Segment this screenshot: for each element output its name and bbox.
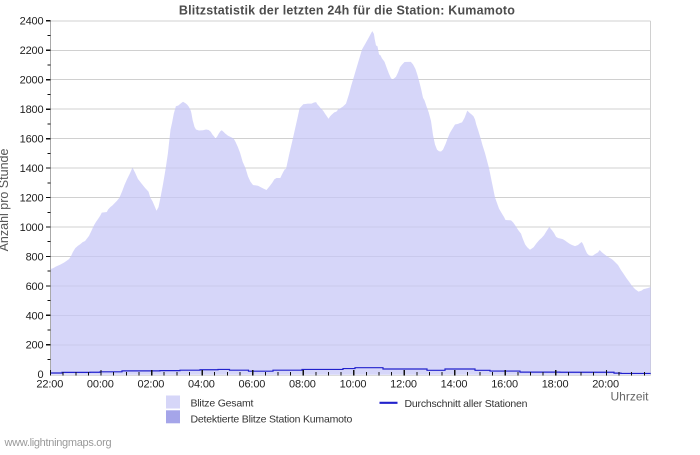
svg-text:14:00: 14:00 xyxy=(441,378,468,390)
svg-text:Uhrzeit: Uhrzeit xyxy=(610,390,649,404)
svg-text:18:00: 18:00 xyxy=(542,378,569,390)
svg-text:06:00: 06:00 xyxy=(239,378,266,390)
svg-text:600: 600 xyxy=(26,281,44,293)
svg-text:Blitzstatistik der letzten 24h: Blitzstatistik der letzten 24h für die S… xyxy=(179,4,515,18)
svg-text:Detektierte Blitze Station Kum: Detektierte Blitze Station Kumamoto xyxy=(191,413,353,425)
svg-text:2400: 2400 xyxy=(20,16,44,28)
svg-text:04:00: 04:00 xyxy=(188,378,215,390)
svg-text:2000: 2000 xyxy=(20,75,44,87)
svg-text:1400: 1400 xyxy=(20,163,44,175)
svg-text:08:00: 08:00 xyxy=(289,378,316,390)
svg-text:1600: 1600 xyxy=(20,134,44,146)
svg-text:0: 0 xyxy=(38,369,44,381)
svg-text:12:00: 12:00 xyxy=(390,378,417,390)
svg-text:22:00: 22:00 xyxy=(36,378,63,390)
svg-text:10:00: 10:00 xyxy=(340,378,367,390)
svg-text:Anzahl pro Stunde: Anzahl pro Stunde xyxy=(0,149,11,252)
svg-text:www.lightningmaps.org: www.lightningmaps.org xyxy=(4,437,112,449)
svg-text:400: 400 xyxy=(26,310,44,322)
svg-text:16:00: 16:00 xyxy=(491,378,518,390)
svg-text:200: 200 xyxy=(26,340,44,352)
svg-text:1800: 1800 xyxy=(20,104,44,116)
svg-text:2200: 2200 xyxy=(20,45,44,57)
svg-text:00:00: 00:00 xyxy=(87,378,114,390)
svg-text:800: 800 xyxy=(26,251,44,263)
svg-text:1000: 1000 xyxy=(20,222,44,234)
svg-text:Durchschnitt aller Stationen: Durchschnitt aller Stationen xyxy=(405,398,528,410)
svg-text:20:00: 20:00 xyxy=(592,378,619,390)
svg-text:Blitze Gesamt: Blitze Gesamt xyxy=(191,398,254,410)
svg-text:1200: 1200 xyxy=(20,192,44,204)
svg-text:02:00: 02:00 xyxy=(138,378,165,390)
